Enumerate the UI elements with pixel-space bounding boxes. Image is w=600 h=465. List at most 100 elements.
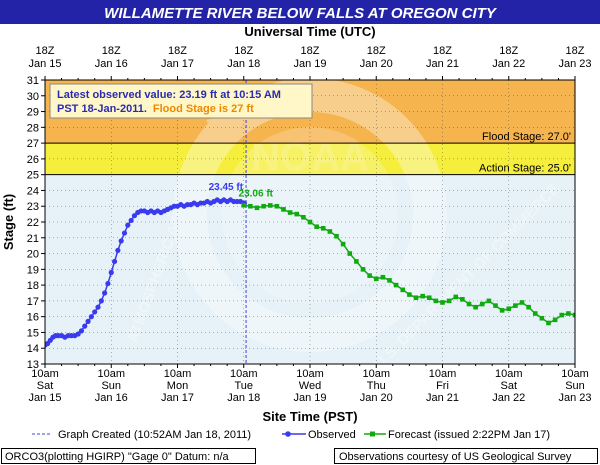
top-tick-time: 18Z bbox=[234, 45, 253, 57]
top-tick-time: 18Z bbox=[168, 45, 187, 57]
y-tick-label: 16 bbox=[27, 312, 39, 324]
forecast-point bbox=[440, 300, 445, 305]
bottom-tick-day: Wed bbox=[299, 380, 321, 392]
forecast-point bbox=[301, 214, 306, 220]
series-layer bbox=[45, 197, 575, 348]
bottom-tick-day: Thu bbox=[367, 380, 386, 392]
bottom-tick-time: 10am bbox=[429, 368, 457, 380]
forecast-point bbox=[340, 241, 346, 247]
forecast-point bbox=[473, 304, 478, 310]
observed-point bbox=[95, 304, 101, 310]
forecast-point bbox=[493, 303, 498, 308]
bottom-tick-day: Fri bbox=[436, 380, 449, 392]
top-tick-time: 18Z bbox=[433, 45, 452, 57]
top-tick-date: Jan 18 bbox=[227, 58, 260, 70]
bottom-tick-date: Jan 18 bbox=[227, 392, 260, 404]
footer: ORCO3(plotting HGIRP) "Gage 0" Datum: n/… bbox=[1, 448, 598, 464]
forecast-point bbox=[287, 210, 293, 215]
graph-created-label: Graph Created (10:52AM Jan 18, 2011) bbox=[58, 429, 251, 441]
info-box-frame bbox=[49, 83, 313, 119]
legend: Graph Created (10:52AM Jan 18, 2011) Obs… bbox=[32, 429, 550, 441]
bottom-tick-date: Jan 20 bbox=[360, 392, 393, 404]
forecast-point bbox=[479, 301, 485, 307]
observed-point bbox=[98, 298, 104, 304]
bottom-tick-day: Sun bbox=[565, 380, 585, 392]
bottom-tick-time: 10am bbox=[495, 368, 523, 380]
bottom-tick-day: Sat bbox=[37, 380, 54, 392]
flood-stage-label: Flood Stage: 27.0' bbox=[482, 131, 571, 143]
y-tick-label: 30 bbox=[27, 91, 39, 103]
top-axis-label: Universal Time (UTC) bbox=[244, 24, 375, 39]
top-tick-time: 18Z bbox=[36, 45, 55, 57]
y-tick-label: 14 bbox=[27, 343, 39, 355]
forecast-point bbox=[267, 203, 273, 208]
forecast-point bbox=[566, 311, 571, 316]
observed-point bbox=[128, 217, 134, 224]
forecast-point bbox=[506, 306, 512, 312]
observed-point bbox=[102, 290, 108, 296]
forecast-point bbox=[393, 282, 399, 288]
forecast-point bbox=[347, 251, 353, 256]
y-tick-label: 22 bbox=[27, 217, 39, 229]
y-tick-label: 31 bbox=[27, 75, 39, 87]
observed-point bbox=[121, 230, 128, 236]
forecast-point bbox=[532, 311, 538, 316]
top-tick-date: Jan 20 bbox=[360, 58, 393, 70]
forecast-point bbox=[254, 205, 260, 211]
forecast-point bbox=[334, 233, 339, 239]
y-tick-label: 18 bbox=[27, 280, 39, 292]
forecast-point bbox=[294, 211, 300, 217]
top-tick-date: Jan 19 bbox=[293, 58, 326, 70]
plot-frame bbox=[44, 79, 576, 365]
forecast-point bbox=[486, 298, 492, 304]
y-tick-label: 29 bbox=[27, 107, 39, 119]
bottom-tick-date: Jan 15 bbox=[28, 392, 61, 404]
bottom-tick-date: Jan 22 bbox=[492, 392, 525, 404]
forecast-point bbox=[400, 287, 406, 293]
observed-swatch-marker bbox=[285, 431, 291, 437]
latest-date-span: PST 18-Jan-2011. bbox=[57, 103, 147, 115]
observed-markers bbox=[45, 197, 248, 348]
forecast-point bbox=[420, 293, 425, 299]
forecast-label: Forecast (issued 2:22PM Jan 17) bbox=[388, 429, 550, 441]
forecast-point bbox=[559, 312, 565, 318]
chart-title: WILLAMETTE RIVER BELOW FALLS AT OREGON C… bbox=[104, 5, 498, 22]
observed-point bbox=[108, 269, 114, 276]
top-tick-date: Jan 23 bbox=[558, 58, 591, 70]
y-tick-label: 28 bbox=[27, 122, 39, 134]
observed-peak-label: 23.45 ft bbox=[209, 182, 244, 193]
top-tick-time: 18Z bbox=[367, 45, 386, 57]
observed-point bbox=[92, 309, 98, 315]
forecast-point bbox=[460, 297, 465, 302]
forecast-point bbox=[367, 273, 372, 278]
forecast-point bbox=[307, 219, 313, 225]
forecast-point bbox=[453, 294, 459, 300]
bottom-tick-date: Jan 21 bbox=[426, 392, 459, 404]
bottom-tick-day: Sat bbox=[500, 380, 517, 392]
flood-stage-span: Flood Stage is 27 ft bbox=[153, 103, 254, 115]
bottom-tick-time: 10am bbox=[31, 368, 59, 380]
observed-point bbox=[78, 328, 85, 334]
y-tick-label: 13 bbox=[27, 359, 39, 371]
forecast-start-label: 23.06 ft bbox=[239, 188, 274, 199]
footer-datum-text: ORCO3(plotting HGIRP) "Gage 0" Datum: n/… bbox=[5, 451, 229, 463]
forecast-point bbox=[320, 226, 326, 231]
top-tick-date: Jan 15 bbox=[28, 58, 61, 70]
y-tick-label: 23 bbox=[27, 201, 39, 213]
y-tick-label: 15 bbox=[27, 327, 39, 339]
forecast-point bbox=[413, 295, 419, 301]
forecast-point bbox=[327, 229, 333, 234]
title-bar bbox=[0, 0, 600, 24]
forecast-point bbox=[433, 298, 439, 304]
forecast-point bbox=[519, 300, 525, 305]
forecast-point bbox=[274, 203, 280, 209]
forecast-point bbox=[354, 259, 359, 264]
forecast-point bbox=[261, 203, 266, 209]
forecast-point bbox=[387, 278, 392, 283]
observed-point bbox=[105, 280, 111, 287]
forecast-point bbox=[513, 303, 518, 308]
bottom-tick-time: 10am bbox=[97, 368, 125, 380]
top-tick-date: Jan 21 bbox=[426, 58, 459, 70]
